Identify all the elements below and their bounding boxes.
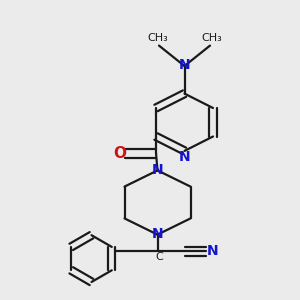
Text: N: N — [207, 244, 218, 258]
Text: C: C — [155, 252, 163, 262]
Text: CH₃: CH₃ — [147, 33, 168, 43]
Text: N: N — [179, 58, 190, 72]
Text: CH₃: CH₃ — [201, 33, 222, 43]
Text: N: N — [152, 227, 163, 241]
Text: N: N — [152, 163, 163, 177]
Text: N: N — [179, 150, 190, 164]
Text: O: O — [113, 146, 127, 160]
